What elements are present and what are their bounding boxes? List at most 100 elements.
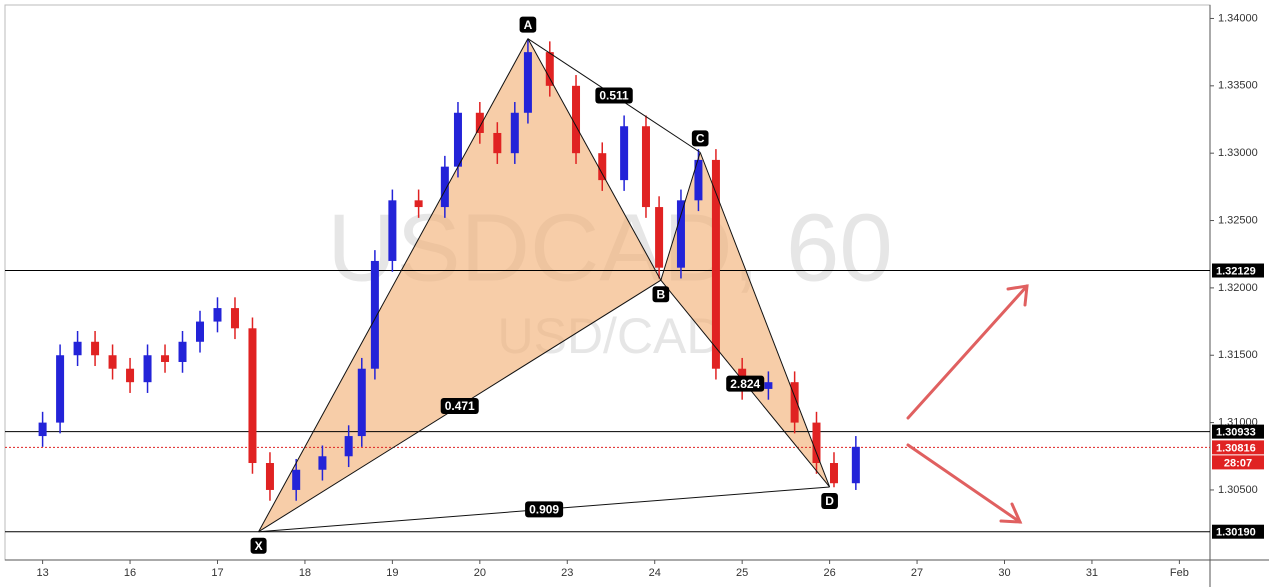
- candle-body: [812, 422, 821, 464]
- candle-body: [318, 456, 327, 470]
- pattern-bcd: [660, 152, 830, 487]
- candle-body: [388, 200, 397, 261]
- x-tick-label: 13: [36, 567, 48, 579]
- x-tick-label: 20: [474, 567, 486, 579]
- candle-body: [493, 132, 502, 154]
- badge-text: X: [255, 539, 263, 553]
- arrows: [906, 284, 1029, 524]
- badge-text: A: [524, 18, 533, 32]
- candle-body: [414, 200, 423, 208]
- candle-body: [453, 112, 462, 167]
- badge-bg: [652, 286, 670, 303]
- candle-body: [440, 166, 449, 208]
- candle-body: [598, 153, 607, 181]
- candle-body: [38, 422, 47, 437]
- y-tick-label: 1.31500: [1218, 349, 1258, 361]
- price-label: 1.30933: [1216, 427, 1256, 439]
- badge: A: [519, 16, 537, 33]
- candle-body: [230, 308, 239, 329]
- candle-body: [572, 85, 581, 154]
- badge: C: [691, 130, 709, 147]
- candle-body: [370, 260, 379, 369]
- badge-bg: [691, 130, 709, 147]
- y-tick-label: 1.34000: [1218, 12, 1258, 24]
- candle-body: [91, 341, 100, 356]
- candle-body: [620, 126, 629, 181]
- pattern-line: [699, 152, 831, 488]
- badge: D: [821, 492, 838, 509]
- badge: 0.511: [595, 87, 633, 104]
- candle-body: [56, 355, 65, 423]
- badge-bg: [250, 537, 267, 554]
- badge-bg: [525, 501, 564, 518]
- candle-body: [475, 112, 484, 133]
- price-label: 1.30190: [1216, 527, 1256, 539]
- x-tick-label: 31: [1086, 567, 1098, 579]
- badge-text: 2.824: [730, 377, 760, 391]
- candle-body: [344, 436, 353, 457]
- candle-body: [764, 382, 773, 389]
- y-tick-label: 1.30500: [1218, 484, 1258, 496]
- candle-body: [196, 321, 205, 342]
- badge-bg: [519, 16, 537, 33]
- candle-body: [851, 446, 860, 484]
- badge-text: D: [825, 494, 834, 508]
- x-tick-label: 24: [649, 567, 661, 579]
- badge-bg: [821, 492, 838, 509]
- candle-body: [711, 159, 720, 369]
- candle-body: [161, 355, 170, 362]
- candle-body: [213, 308, 222, 322]
- x-tick-label: 27: [911, 567, 923, 579]
- badge-text: 0.909: [529, 503, 559, 517]
- candle-body: [248, 328, 257, 464]
- badge: X: [250, 537, 267, 554]
- candle-body: [523, 52, 532, 113]
- pattern-line: [258, 38, 529, 532]
- badge-bg: [595, 87, 633, 104]
- y-tick-label: 1.32000: [1218, 282, 1258, 294]
- x-tick-label: 25: [736, 567, 748, 579]
- candle-body: [694, 159, 703, 201]
- badge: 0.909: [525, 501, 564, 518]
- x-tick-label: Feb: [1170, 567, 1189, 579]
- x-tick-label: 26: [823, 567, 835, 579]
- badge-text: 0.511: [599, 89, 629, 103]
- candle-body: [292, 469, 301, 490]
- badge: 2.824: [726, 375, 765, 392]
- candle-body: [178, 341, 187, 362]
- y-tick-label: 1.33000: [1218, 147, 1258, 159]
- badge-text: 0.471: [445, 399, 475, 413]
- price-label-bg: [1212, 263, 1264, 278]
- price-label-bg: [1212, 424, 1264, 439]
- badge-bg: [726, 375, 765, 392]
- price-label: 1.30816: [1216, 442, 1256, 454]
- countdown-bg: [1212, 455, 1264, 470]
- x-tick-label: 19: [386, 567, 398, 579]
- badge: 0.471: [440, 397, 479, 414]
- price-label-bg: [1212, 440, 1264, 455]
- candle-body: [126, 368, 135, 383]
- candle-body: [108, 355, 117, 369]
- price-label-bg: [1212, 524, 1264, 539]
- price-label: 1.32129: [1216, 265, 1256, 277]
- x-tick-label: 30: [998, 567, 1010, 579]
- candle-body: [676, 200, 685, 268]
- badge: B: [652, 286, 670, 303]
- pattern-line: [527, 38, 662, 281]
- candle-body: [510, 112, 519, 154]
- badge-text: C: [696, 132, 705, 146]
- x-tick-label: 18: [299, 567, 311, 579]
- layer: 0.471 0.511 2.824 0.909 X A B C D: [5, 16, 1210, 554]
- candle-body: [829, 463, 838, 484]
- badge-bg: [440, 397, 479, 414]
- x-tick-label: 17: [211, 567, 223, 579]
- candle-body: [641, 126, 650, 208]
- y-tick-label: 1.33500: [1218, 80, 1258, 92]
- candle-body: [265, 463, 274, 490]
- candle-body: [655, 207, 664, 268]
- badge-text: B: [657, 287, 666, 301]
- candle-body: [545, 52, 554, 86]
- x-tick-label: 16: [124, 567, 136, 579]
- candle-body: [143, 355, 152, 383]
